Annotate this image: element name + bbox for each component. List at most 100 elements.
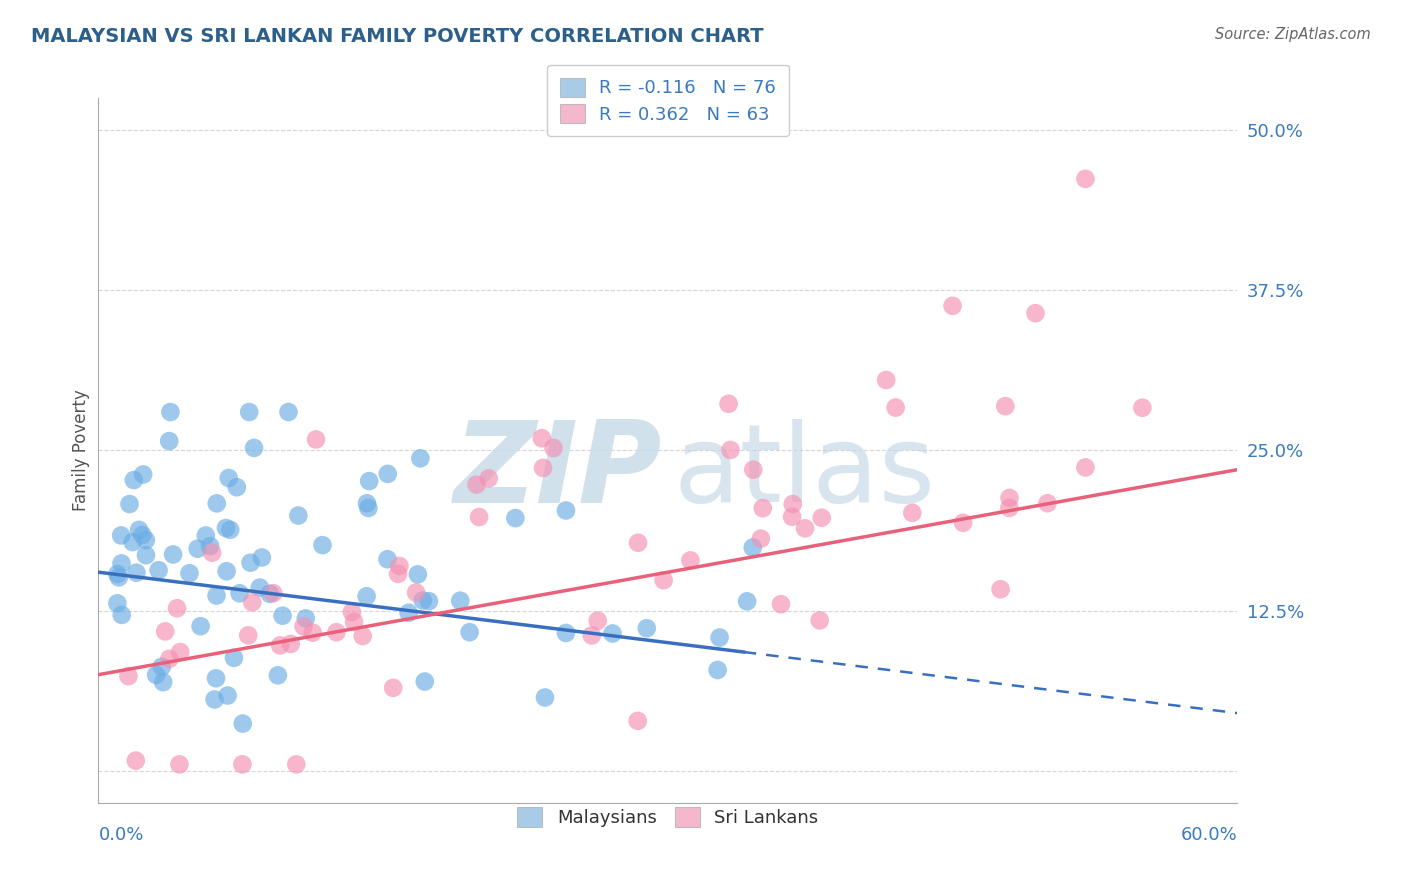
Point bbox=[794, 521, 817, 535]
Point bbox=[153, 624, 176, 639]
Point bbox=[990, 582, 1012, 597]
Point bbox=[377, 552, 399, 566]
Point bbox=[135, 548, 157, 562]
Point bbox=[128, 523, 150, 537]
Point bbox=[228, 586, 250, 600]
Point bbox=[543, 441, 565, 455]
Point bbox=[357, 500, 380, 515]
Point bbox=[505, 511, 527, 525]
Point bbox=[157, 652, 180, 666]
Point bbox=[382, 681, 405, 695]
Point bbox=[204, 692, 226, 706]
Point bbox=[901, 506, 924, 520]
Point bbox=[305, 433, 328, 447]
Point bbox=[458, 625, 481, 640]
Point bbox=[187, 541, 209, 556]
Point bbox=[205, 671, 228, 685]
Point bbox=[780, 509, 803, 524]
Point bbox=[884, 401, 907, 415]
Point bbox=[205, 589, 228, 603]
Point bbox=[352, 629, 374, 643]
Point bbox=[388, 558, 411, 573]
Point bbox=[356, 589, 378, 603]
Point bbox=[169, 757, 191, 772]
Point bbox=[741, 541, 763, 555]
Point bbox=[110, 528, 132, 542]
Point bbox=[418, 594, 440, 608]
Point bbox=[157, 434, 180, 448]
Point bbox=[262, 586, 284, 600]
Point bbox=[219, 523, 242, 537]
Point bbox=[1074, 460, 1097, 475]
Point bbox=[1132, 401, 1154, 415]
Point bbox=[250, 550, 273, 565]
Point bbox=[782, 497, 804, 511]
Point bbox=[269, 639, 291, 653]
Point bbox=[111, 607, 134, 622]
Point bbox=[530, 431, 553, 445]
Point bbox=[875, 373, 897, 387]
Point bbox=[405, 585, 427, 599]
Point bbox=[343, 615, 366, 629]
Point bbox=[636, 621, 658, 635]
Point bbox=[287, 508, 309, 523]
Point bbox=[148, 563, 170, 577]
Point bbox=[749, 532, 772, 546]
Text: atlas: atlas bbox=[673, 418, 935, 524]
Point bbox=[243, 441, 266, 455]
Point bbox=[217, 689, 239, 703]
Point bbox=[215, 521, 238, 535]
Point bbox=[152, 675, 174, 690]
Point bbox=[162, 548, 184, 562]
Point bbox=[125, 566, 148, 580]
Point bbox=[301, 625, 323, 640]
Point bbox=[159, 405, 181, 419]
Point bbox=[169, 645, 191, 659]
Point bbox=[277, 405, 299, 419]
Point bbox=[717, 397, 740, 411]
Point bbox=[201, 546, 224, 560]
Point bbox=[810, 510, 832, 524]
Point bbox=[110, 557, 132, 571]
Point bbox=[108, 570, 131, 584]
Point bbox=[679, 553, 702, 567]
Point bbox=[121, 535, 143, 549]
Point bbox=[198, 539, 221, 553]
Text: 60.0%: 60.0% bbox=[1181, 826, 1237, 844]
Point bbox=[1074, 171, 1097, 186]
Point bbox=[720, 442, 742, 457]
Point bbox=[285, 757, 308, 772]
Point bbox=[238, 405, 260, 419]
Point bbox=[249, 581, 271, 595]
Point bbox=[240, 595, 263, 609]
Point bbox=[194, 528, 217, 542]
Point bbox=[752, 501, 775, 516]
Legend: Malaysians, Sri Lankans: Malaysians, Sri Lankans bbox=[505, 795, 831, 839]
Point bbox=[652, 573, 675, 587]
Point bbox=[449, 593, 471, 607]
Point bbox=[377, 467, 399, 481]
Point bbox=[409, 451, 432, 466]
Point bbox=[952, 516, 974, 530]
Point bbox=[468, 510, 491, 524]
Point bbox=[1024, 306, 1046, 320]
Point bbox=[271, 608, 294, 623]
Point bbox=[205, 496, 228, 510]
Point bbox=[107, 566, 129, 581]
Point bbox=[1036, 496, 1059, 510]
Point bbox=[215, 564, 238, 578]
Point bbox=[998, 500, 1021, 515]
Point bbox=[998, 491, 1021, 505]
Point bbox=[325, 625, 347, 640]
Text: Source: ZipAtlas.com: Source: ZipAtlas.com bbox=[1215, 27, 1371, 42]
Point bbox=[311, 538, 333, 552]
Point bbox=[555, 626, 578, 640]
Point bbox=[555, 503, 578, 517]
Point bbox=[131, 528, 153, 542]
Point bbox=[769, 597, 792, 611]
Point bbox=[340, 605, 363, 619]
Point bbox=[125, 754, 148, 768]
Point bbox=[356, 496, 378, 510]
Text: ZIP: ZIP bbox=[454, 416, 662, 527]
Point bbox=[135, 533, 157, 547]
